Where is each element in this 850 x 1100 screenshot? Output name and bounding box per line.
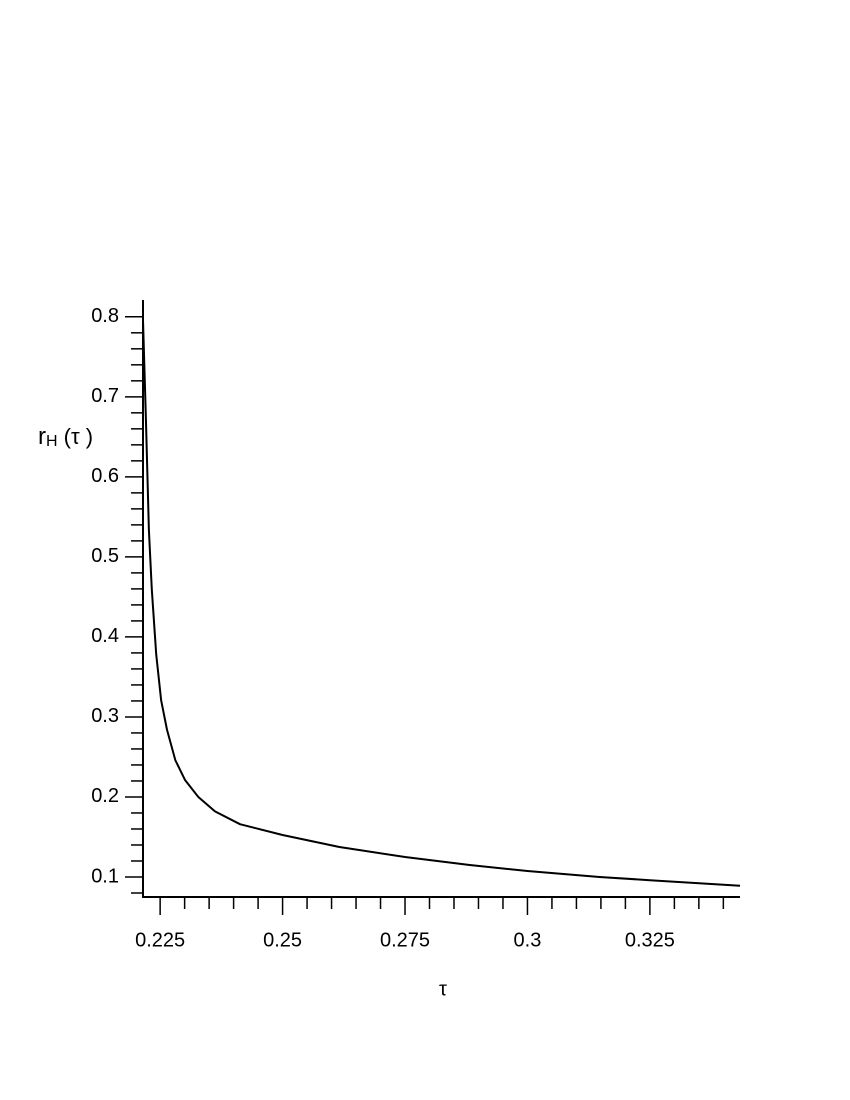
x-tick-label: 0.225: [135, 929, 185, 951]
y-tick-label: 0.2: [91, 785, 119, 807]
x-axis-label: τ: [439, 978, 447, 1000]
y-tick-label: 0.4: [91, 625, 119, 647]
y-tick-label: 0.1: [91, 865, 119, 887]
y-tick-label: 0.6: [91, 465, 119, 487]
y-tick-label: 0.8: [91, 305, 119, 327]
y-axis-label-base: r: [38, 423, 46, 450]
x-tick-label: 0.3: [514, 929, 542, 951]
x-tick-label: 0.25: [263, 929, 302, 951]
y-axis-label-rest: (τ ): [58, 424, 94, 449]
y-tick-label: 0.5: [91, 545, 119, 567]
y-tick-label: 0.7: [91, 385, 119, 407]
y-axis-label-sub: H: [46, 433, 58, 450]
y-axis-label: rH (τ ): [38, 423, 93, 450]
data-line: [142, 319, 741, 887]
y-tick-label: 0.3: [91, 705, 119, 727]
x-tick-label: 0.325: [625, 929, 675, 951]
x-tick-label: 0.275: [380, 929, 430, 951]
